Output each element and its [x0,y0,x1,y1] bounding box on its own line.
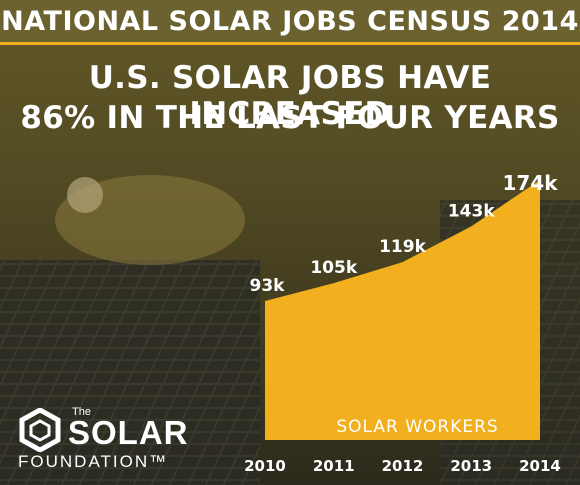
series-label: SOLAR WORKERS [336,417,498,437]
x-tick-label-2014: 2014 [519,457,561,475]
x-tick-label-2012: 2012 [382,457,424,475]
data-label-2011: 105k [310,258,357,278]
census-header: NATIONAL SOLAR JOBS CENSUS 2014 [0,0,580,42]
data-label-2012: 119k [379,237,426,257]
header-divider [0,42,580,45]
data-label-2013: 143k [448,201,495,221]
headline-line-2: 86% IN THE LAST FOUR YEARS [20,100,560,136]
hexagon-logo-icon [19,408,61,452]
x-tick-label-2011: 2011 [313,457,355,475]
census-title: NATIONAL SOLAR JOBS CENSUS 2014 [1,5,579,37]
headline-line-1: U.S. SOLAR JOBS HAVE INCREASED [88,60,492,132]
x-tick-label-2010: 2010 [244,457,286,475]
logo-the: The [72,406,91,418]
logo-solar: SOLAR [68,414,189,451]
hard-hat-icon [67,177,103,213]
area-solar-workers [265,180,540,440]
logo-foundation: FOUNDATION™ [18,452,169,471]
solar-foundation-logo: The SOLAR FOUNDATION™ [18,404,188,474]
data-label-2010: 93k [250,276,286,296]
data-label-2014: 174k [502,171,558,195]
x-tick-label-2013: 2013 [450,457,492,475]
